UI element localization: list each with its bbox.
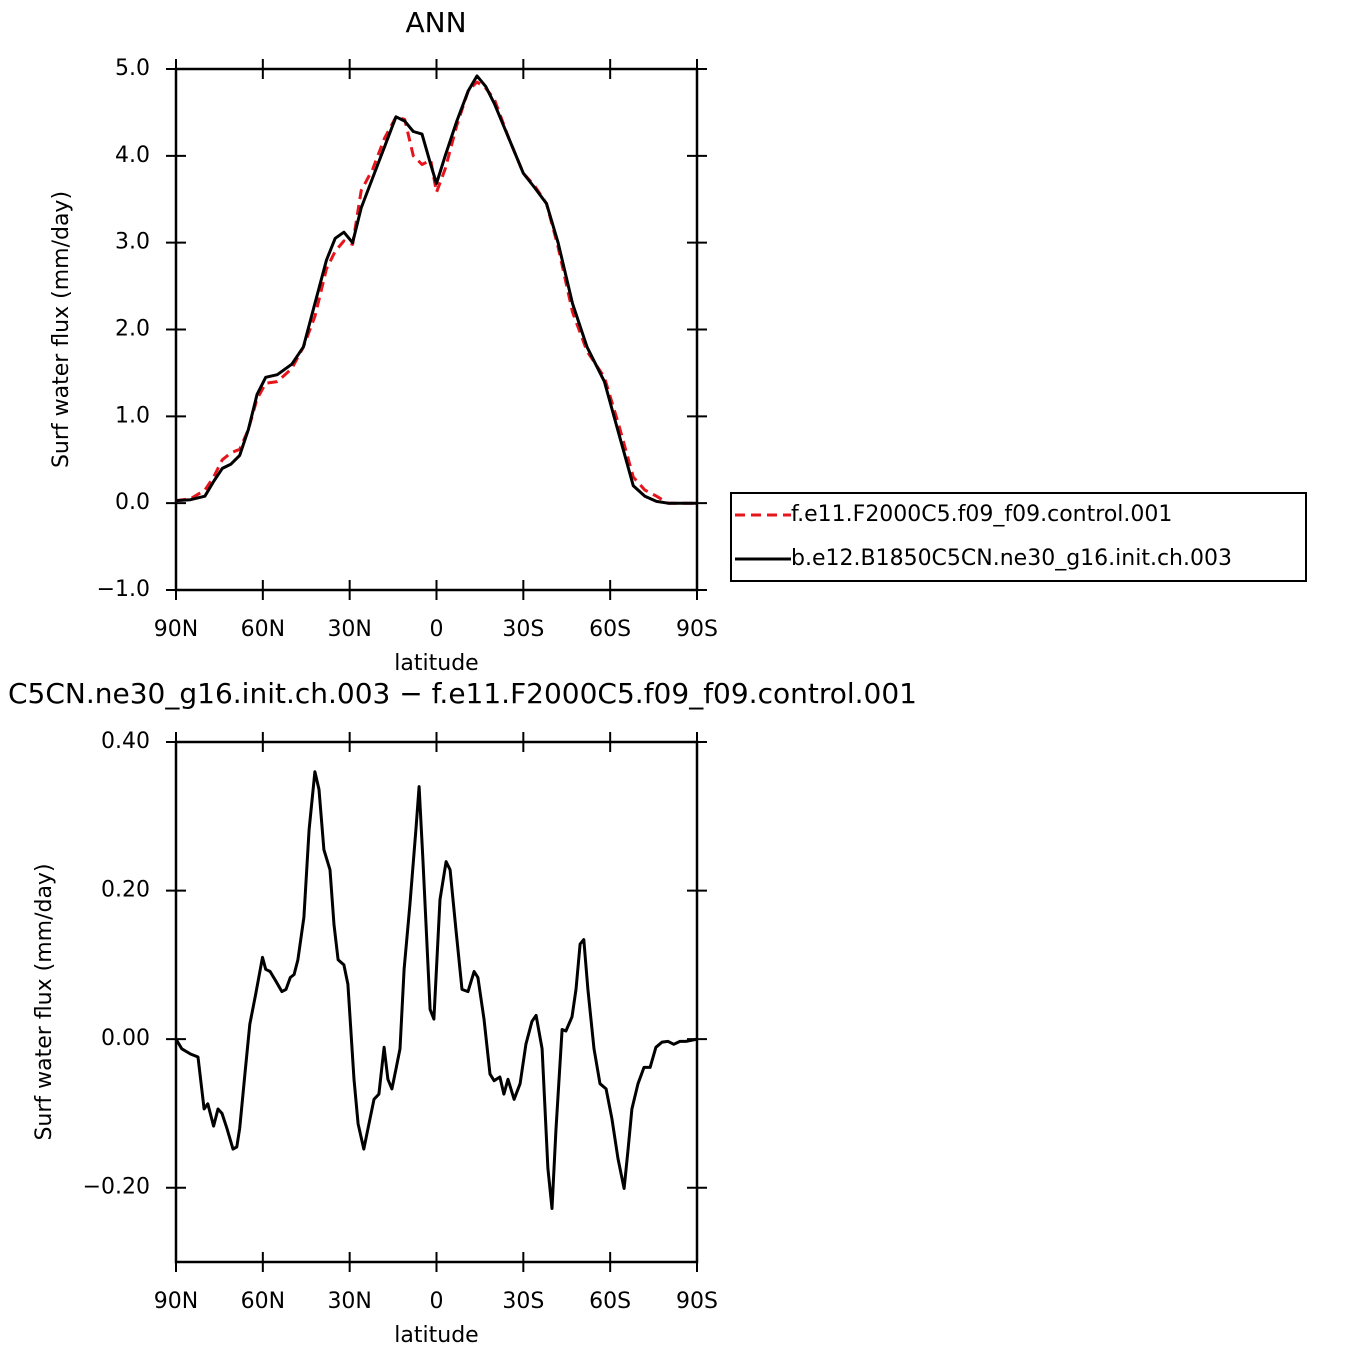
y-tick-label: −0.20 — [83, 1175, 150, 1200]
x-tick-label: 60S — [589, 1289, 631, 1314]
x-tick-label: 90S — [676, 1289, 718, 1314]
x-tick-label: 0 — [430, 1289, 444, 1314]
x-tick-label: 0 — [430, 617, 444, 642]
y-tick-label: 5.0 — [115, 56, 150, 81]
y-tick-label: 0.20 — [101, 878, 150, 903]
y-tick-label: 3.0 — [115, 230, 150, 255]
x-tick-label: 90S — [676, 617, 718, 642]
x-tick-label: 90N — [154, 617, 198, 642]
plot-frame — [174, 67, 699, 592]
x-tick-label: 60N — [241, 617, 285, 642]
x-axis-label: latitude — [394, 1323, 478, 1348]
x-axis-label: latitude — [394, 651, 478, 676]
x-tick-label: 60N — [241, 1289, 285, 1314]
y-axis-label: Surf water flux (mm/day) — [32, 863, 57, 1140]
plot-frame — [174, 740, 699, 1264]
y-tick-label: 1.0 — [115, 403, 150, 428]
legend-label: b.e12.B1850C5CN.ne30_g16.init.ch.003 — [791, 546, 1232, 571]
x-tick-label: 30N — [327, 1289, 371, 1314]
chart-title: ANN — [405, 6, 466, 39]
data-line — [175, 74, 697, 505]
x-tick-label: 30S — [502, 1289, 544, 1314]
y-tick-label: −1.0 — [97, 577, 150, 602]
x-tick-label: 30N — [327, 617, 371, 642]
data-line — [175, 80, 697, 505]
chart-title: C5CN.ne30_g16.init.ch.003 − f.e11.F2000C… — [8, 677, 917, 710]
data-line — [174, 770, 698, 1210]
y-axis-label: Surf water flux (mm/day) — [49, 191, 74, 468]
x-tick-label: 60S — [589, 617, 631, 642]
x-tick-label: 90N — [154, 1289, 198, 1314]
y-tick-label: 0.0 — [115, 490, 150, 515]
legend-box — [730, 492, 1307, 582]
y-tick-label: 2.0 — [115, 317, 150, 342]
y-tick-label: 0.00 — [101, 1026, 150, 1051]
y-tick-label: 4.0 — [115, 143, 150, 168]
x-tick-label: 30S — [502, 617, 544, 642]
legend-label: f.e11.F2000C5.f09_f09.control.001 — [791, 502, 1172, 527]
y-tick-label: 0.40 — [101, 729, 150, 754]
